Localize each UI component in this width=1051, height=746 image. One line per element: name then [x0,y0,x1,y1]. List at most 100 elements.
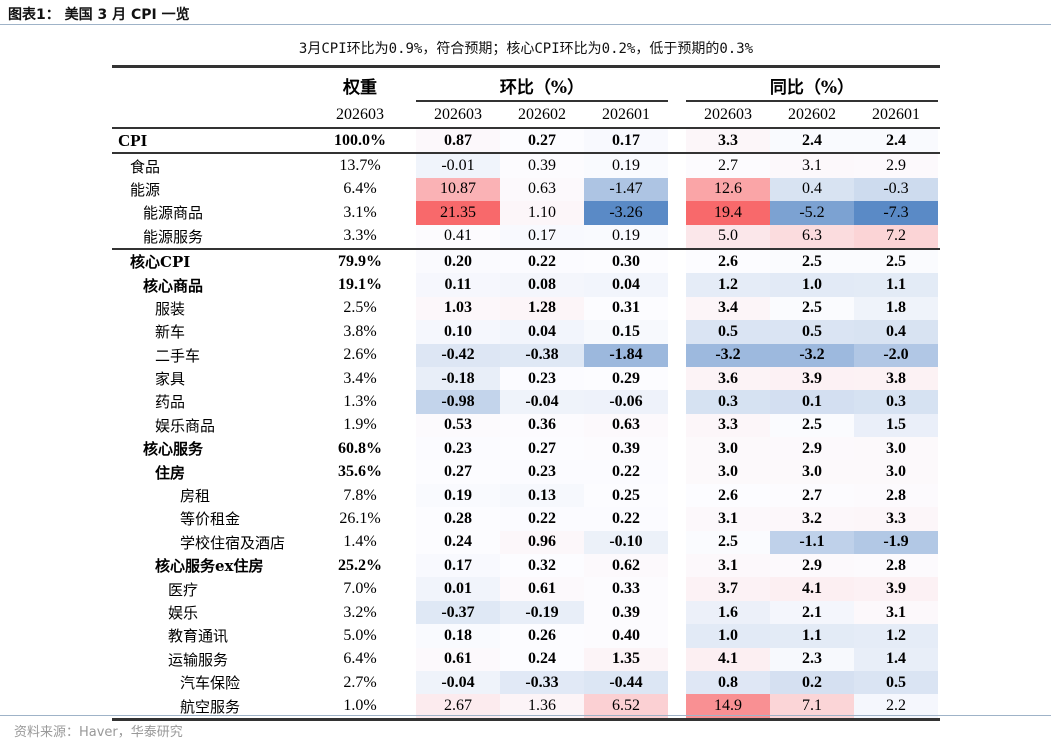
yoy-cell: 3.0 [854,437,938,461]
mom-cell: -0.98 [416,390,500,414]
mom-cell: 1.36 [500,694,584,718]
mom-cell: 1.35 [584,647,668,671]
yoy-cell: 1.6 [686,600,770,625]
mom-cell: 0.25 [584,483,668,508]
mom-cell: 0.36 [500,413,584,438]
mom-cell: 0.17 [584,129,668,153]
row-label: 核心商品 [143,276,204,295]
column-gap [668,201,686,224]
yoy-cell: 3.1 [770,154,854,178]
yoy-cell: -0.3 [854,177,938,202]
header-row-groups: 权重 环比（%） 同比（%） [112,68,940,102]
yoy-cell: 2.8 [854,554,938,578]
mom-cell: 6.52 [584,694,668,718]
mom-cell: 0.23 [500,366,584,391]
yoy-cell: 1.2 [854,624,938,648]
yoy-cell: -1.1 [770,530,854,555]
yoy-cell: 2.9 [854,154,938,178]
weight-cell: 60.8% [338,439,382,457]
source-divider [0,715,1051,716]
table-row: 药品 1.3% -0.98 -0.04 -0.06 0.3 0.1 0.3 [112,390,940,414]
mom-cell: -1.47 [584,177,668,202]
weight-cell: 1.9% [343,416,377,434]
row-label: 二手车 [155,346,201,365]
yoy-cell: 0.4 [854,320,938,344]
yoy-cell: 2.5 [770,296,854,321]
yoy-cell: 3.3 [686,129,770,153]
column-gap [668,129,686,152]
yoy-cell: 14.9 [686,694,770,718]
yoy-cell: 3.0 [770,460,854,484]
weight-cell: 35.6% [338,463,382,481]
yoy-cell: 3.0 [854,460,938,484]
yoy-cell: 2.5 [770,249,854,274]
table-row: 娱乐商品 1.9% 0.53 0.36 0.63 3.3 2.5 1.5 [112,413,940,438]
column-gap [668,484,686,507]
row-label: 住房 [155,463,186,482]
yoy-cell: 3.8 [854,366,938,391]
mom-cell: 0.24 [500,647,584,671]
yoy-cell: 0.1 [770,390,854,414]
yoy-cell: 2.4 [854,129,938,153]
yoy-cell: 2.5 [686,530,770,555]
weight-cell: 7.0% [343,580,377,598]
weight-cell: 2.6% [343,346,377,364]
mom-cell: 0.63 [584,413,668,438]
yoy-cell: 2.1 [770,600,854,625]
mom-cell: 0.29 [584,366,668,391]
mom-cell: -0.44 [584,670,668,695]
row-label: 核心服务 [143,440,204,459]
table-row: 医疗 7.0% 0.01 0.61 0.33 3.7 4.1 3.9 [112,577,940,601]
yoy-cell: 1.5 [854,413,938,438]
yoy-cell: 5.0 [686,224,770,248]
mom-cell: 0.20 [416,249,500,274]
yoy-cell: -3.2 [770,343,854,367]
row-label: 食品 [130,157,161,176]
mom-cell: 1.03 [416,296,500,321]
weight-cell: 3.3% [343,227,377,245]
table-row: 二手车 2.6% -0.42 -0.38 -1.84 -3.2 -3.2 -2.0 [112,343,940,367]
mom-cell: 0.19 [584,154,668,178]
header-mom: 环比（%） [416,68,668,102]
header-mom-period: 202602 [518,105,566,123]
table-row: 航空服务 1.0% 2.67 1.36 6.52 14.9 7.1 2.2 [112,694,940,718]
row-label: 服装 [155,299,186,318]
mom-cell: -0.10 [584,530,668,555]
mom-cell: 0.61 [500,577,584,601]
mom-cell: 0.13 [500,483,584,508]
mom-cell: 0.19 [584,224,668,248]
yoy-cell: 6.3 [770,224,854,248]
column-gap [668,507,686,530]
yoy-cell: 3.3 [854,507,938,531]
row-label: 医疗 [168,580,199,599]
mom-cell: 0.19 [416,483,500,508]
column-gap [668,178,686,201]
mom-cell: 0.22 [584,507,668,531]
yoy-cell: 2.7 [770,483,854,508]
row-label: 教育通讯 [168,627,229,646]
yoy-cell: 3.4 [686,296,770,321]
mom-cell: 0.23 [500,460,584,484]
column-gap [668,390,686,413]
weight-cell: 7.8% [343,486,377,504]
column-gap [668,297,686,320]
mom-cell: -0.01 [416,154,500,178]
row-label: 能源 [130,180,161,199]
yoy-cell: 3.0 [686,437,770,461]
mom-cell: 0.10 [416,320,500,344]
row-label: 能源服务 [143,227,204,246]
weight-cell: 3.4% [343,369,377,387]
mom-cell: -3.26 [584,201,668,225]
mom-cell: 0.01 [416,577,500,601]
yoy-cell: 2.6 [686,483,770,508]
column-gap [668,531,686,554]
column-gap [668,154,686,177]
mom-cell: 0.22 [500,507,584,531]
mom-cell: 0.53 [416,413,500,438]
header-yoy-period: 202601 [872,105,920,123]
mom-cell: 0.33 [584,577,668,601]
mom-cell: 0.17 [416,554,500,578]
mom-cell: -0.19 [500,600,584,625]
yoy-cell: 7.1 [770,694,854,718]
column-gap [668,437,686,460]
